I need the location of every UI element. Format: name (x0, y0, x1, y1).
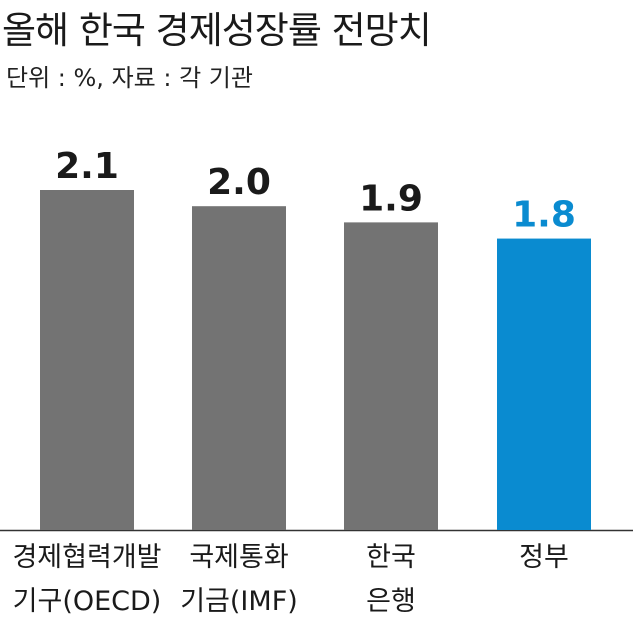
category-label-3-line-0: 정부 (519, 542, 569, 573)
bar-value-label-2: 1.9 (359, 178, 423, 219)
bar-1 (192, 206, 286, 530)
category-label-0-line-1: 기구(OECD) (13, 586, 162, 617)
bar-2 (344, 222, 438, 530)
bar-value-label-3: 1.8 (512, 195, 576, 236)
chart-subtitle: 단위 : %, 자료 : 각 기관 (6, 64, 253, 92)
chart-title: 올해 한국 경제성장률 전망치 (2, 9, 432, 52)
bar-value-label-0: 2.1 (55, 146, 119, 187)
bar-0 (40, 190, 134, 530)
bar-value-label-1: 2.0 (207, 162, 271, 203)
category-label-2-line-0: 한국 (366, 542, 416, 573)
category-label-0-line-0: 경제협력개발 (12, 542, 161, 573)
category-label-1-line-0: 국제통화 (189, 542, 288, 573)
category-label-2-line-1: 은행 (366, 586, 416, 617)
category-label-1-line-1: 기금(IMF) (180, 586, 298, 617)
bar-3 (497, 238, 591, 531)
